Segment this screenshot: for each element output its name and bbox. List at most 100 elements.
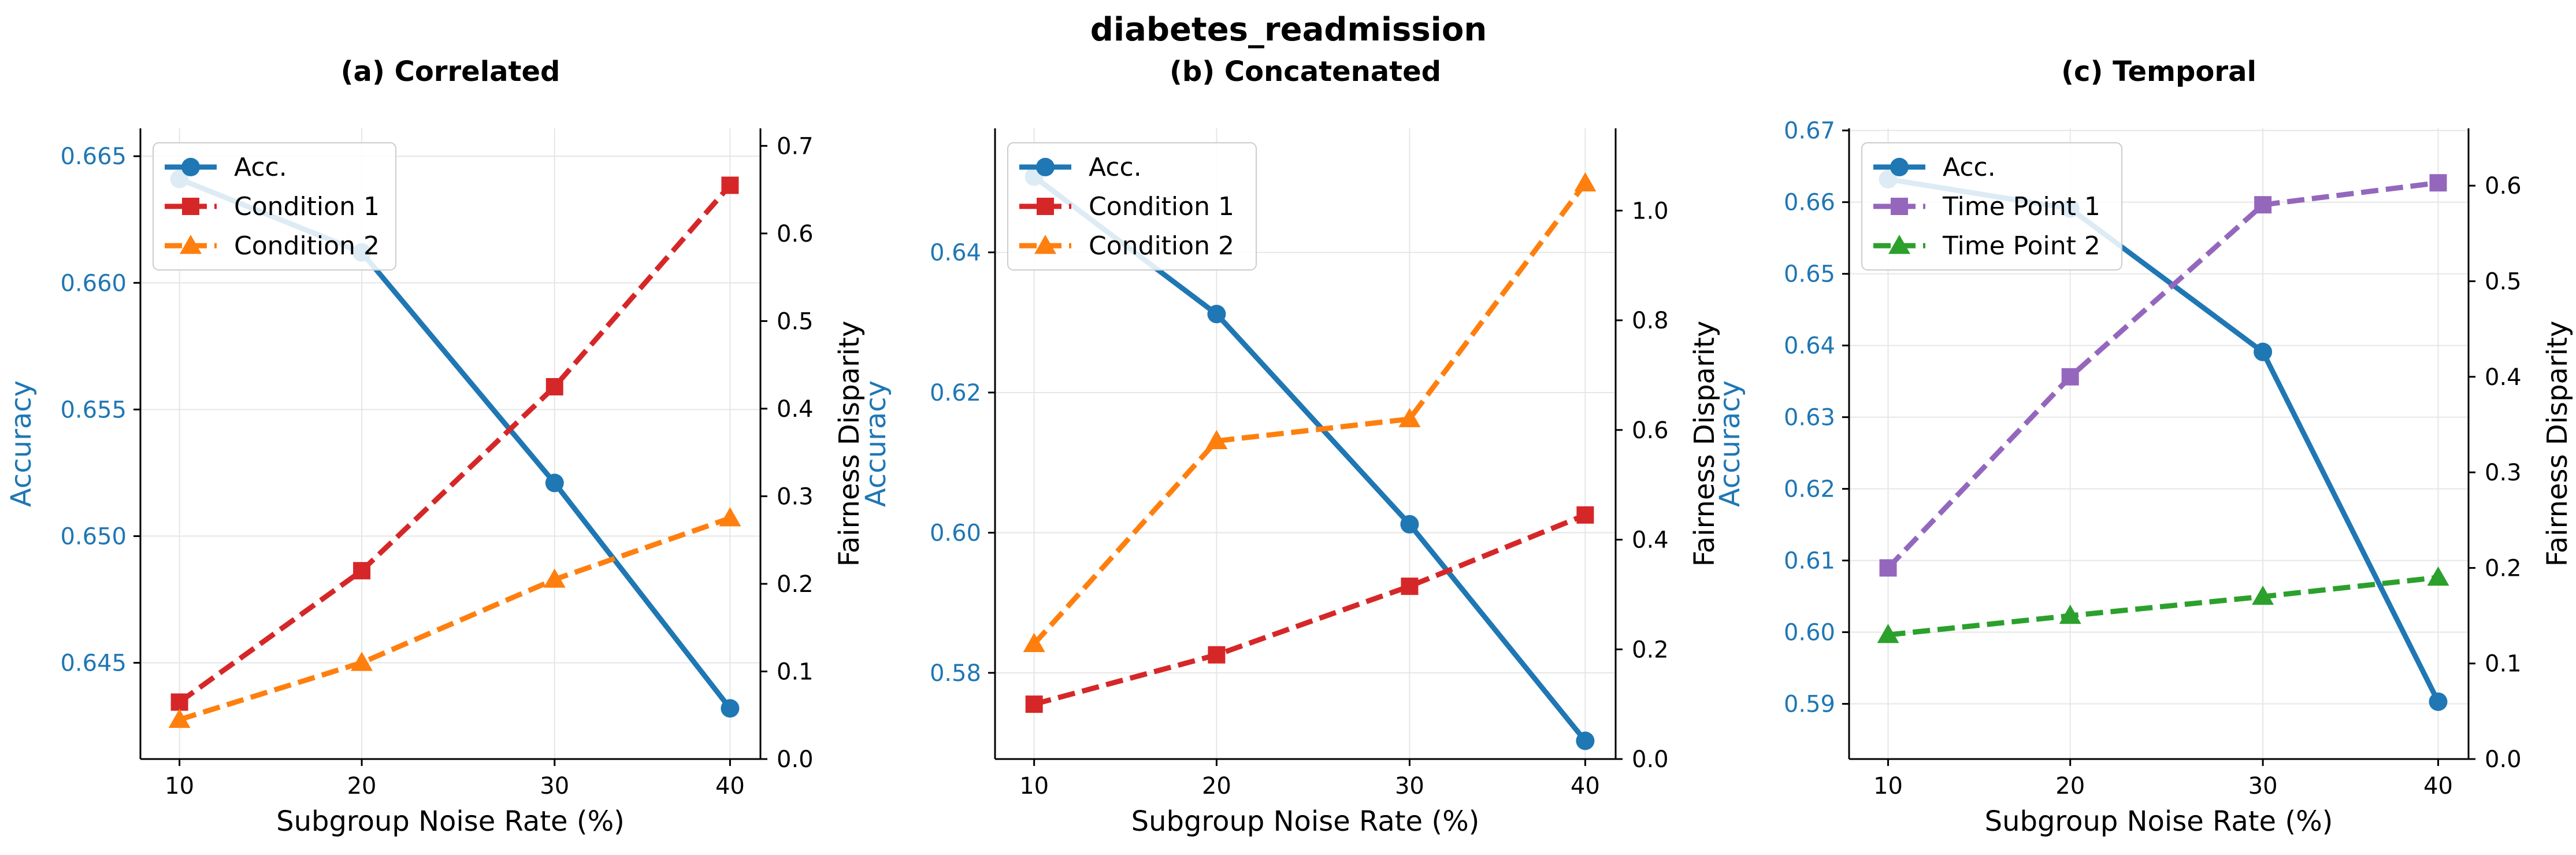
legend-marker [180, 235, 202, 254]
data-point [1207, 305, 1226, 324]
y2-tick-label: 0.0 [777, 746, 814, 773]
x-tick-label: 10 [1873, 773, 1903, 800]
series-line [1888, 575, 2438, 638]
y2-tick-label: 0.4 [2485, 364, 2522, 391]
legend-box [153, 142, 396, 271]
series-condition-1 [170, 176, 739, 711]
y2-axis-label: Fairness Disparity [833, 321, 866, 567]
data-point [1401, 578, 1419, 595]
data-point [721, 176, 739, 194]
y-axis-label: Accuracy [5, 380, 38, 507]
legend-label: Acc. [234, 153, 287, 182]
y-tick-label: 0.660 [60, 270, 127, 297]
x-tick-label: 20 [347, 773, 377, 800]
legend-box [1007, 142, 1257, 271]
y2-tick-label: 0.6 [777, 221, 814, 247]
legend-marker [1888, 235, 1910, 254]
data-point [543, 568, 566, 588]
x-axis-label: Subgroup Noise Rate (%) [276, 805, 625, 838]
data-point [545, 473, 564, 493]
chart-panel-3: (c) Temporal 10 20 30 40 0.59 0.60 0.61 0.62 0.63… [1714, 55, 2574, 838]
legend-label: Condition 1 [234, 192, 380, 221]
legend-marker [1891, 198, 1908, 215]
series-condition-2 [1023, 172, 1597, 653]
y2-tick-label: 0.5 [777, 308, 814, 335]
panel-title: (b) Concatenated [1170, 55, 1441, 88]
panel-title: (c) Temporal [2061, 55, 2256, 88]
data-point [353, 562, 371, 580]
legend-marker [1034, 235, 1056, 254]
y2-tick-label: 0.2 [777, 571, 814, 598]
legend: Acc. Time Point 1 Time Point 2 [1861, 142, 2122, 271]
data-point [2254, 196, 2272, 214]
y-tick-label: 0.665 [60, 143, 127, 170]
data-point [2254, 342, 2273, 361]
x-tick-label: 30 [1395, 773, 1424, 800]
chart-panel-2: (b) Concatenated 10 20 30 40 0.58 0.60 0.62 0.64… [860, 55, 1721, 838]
data-point [1023, 632, 1045, 653]
y-tick-label: 0.650 [60, 523, 127, 550]
x-tick-label: 20 [1202, 773, 1231, 800]
series-line [1886, 180, 2439, 570]
legend-marker [1036, 158, 1055, 176]
y-tick-label: 0.62 [930, 380, 981, 406]
y2-tick-label: 0.1 [777, 658, 814, 685]
legend-marker [182, 198, 199, 215]
x-tick-label: 10 [165, 773, 194, 800]
y-tick-label: 0.655 [60, 397, 127, 423]
legend-box [1861, 142, 2122, 271]
x-tick-label: 20 [2055, 773, 2085, 800]
y2-axis-label: Fairness Disparity [2541, 321, 2574, 567]
legend-label: Acc. [1089, 153, 1142, 182]
y2-tick-label: 0.2 [1632, 636, 1669, 663]
y-tick-label: 0.64 [1784, 333, 1835, 360]
figure-title: diabetes_readmission [1090, 11, 1487, 49]
y2-tick-label: 0.6 [2485, 173, 2522, 199]
data-point [351, 652, 373, 671]
data-point [2427, 566, 2449, 586]
data-point [2429, 692, 2448, 711]
y2-tick-label: 0.2 [2485, 555, 2522, 582]
y-tick-label: 0.65 [1784, 261, 1835, 288]
data-point [2061, 368, 2079, 386]
legend-label: Condition 1 [1089, 192, 1234, 221]
series-line [177, 183, 732, 705]
y-tick-label: 0.67 [1784, 118, 1835, 145]
y-tick-label: 0.60 [1784, 620, 1835, 646]
y-tick-label: 0.63 [1784, 405, 1835, 431]
chart-panel-1: (a) Correlated 10 20 30 40 0.645 0.650 0.655 0.6… [5, 55, 866, 838]
data-point [168, 708, 191, 728]
series-line [1032, 182, 1587, 646]
data-point [1205, 430, 1228, 450]
y2-tick-label: 0.0 [2485, 746, 2522, 773]
data-point [545, 378, 563, 396]
data-point [2252, 585, 2274, 605]
y2-tick-label: 0.6 [1632, 417, 1669, 444]
legend-label: Acc. [1943, 153, 1996, 182]
x-tick-label: 30 [540, 773, 569, 800]
y-tick-label: 0.66 [1784, 190, 1835, 216]
y-tick-label: 0.64 [930, 240, 981, 267]
x-tick-label: 10 [1019, 773, 1049, 800]
data-point [1208, 646, 1226, 664]
data-point [1398, 408, 1421, 428]
x-axis-label: Subgroup Noise Rate (%) [1131, 805, 1480, 838]
legend-marker [1037, 198, 1054, 215]
y2-tick-label: 0.3 [777, 483, 814, 510]
data-point [1025, 695, 1043, 713]
series-condition-2 [168, 507, 741, 728]
y-axis-label: Accuracy [860, 380, 892, 507]
y2-tick-label: 0.8 [1632, 308, 1669, 334]
legend-label: Condition 2 [1089, 231, 1234, 261]
y2-tick-label: 0.4 [777, 396, 814, 423]
x-tick-label: 30 [2248, 773, 2278, 800]
y2-tick-label: 0.0 [1632, 746, 1669, 773]
data-point [719, 507, 741, 527]
legend: Acc. Condition 1 Condition 2 [1007, 142, 1257, 271]
data-point [1574, 172, 1597, 192]
data-point [2429, 174, 2447, 192]
legend-label: Time Point 2 [1942, 231, 2100, 261]
data-point [1400, 515, 1419, 534]
